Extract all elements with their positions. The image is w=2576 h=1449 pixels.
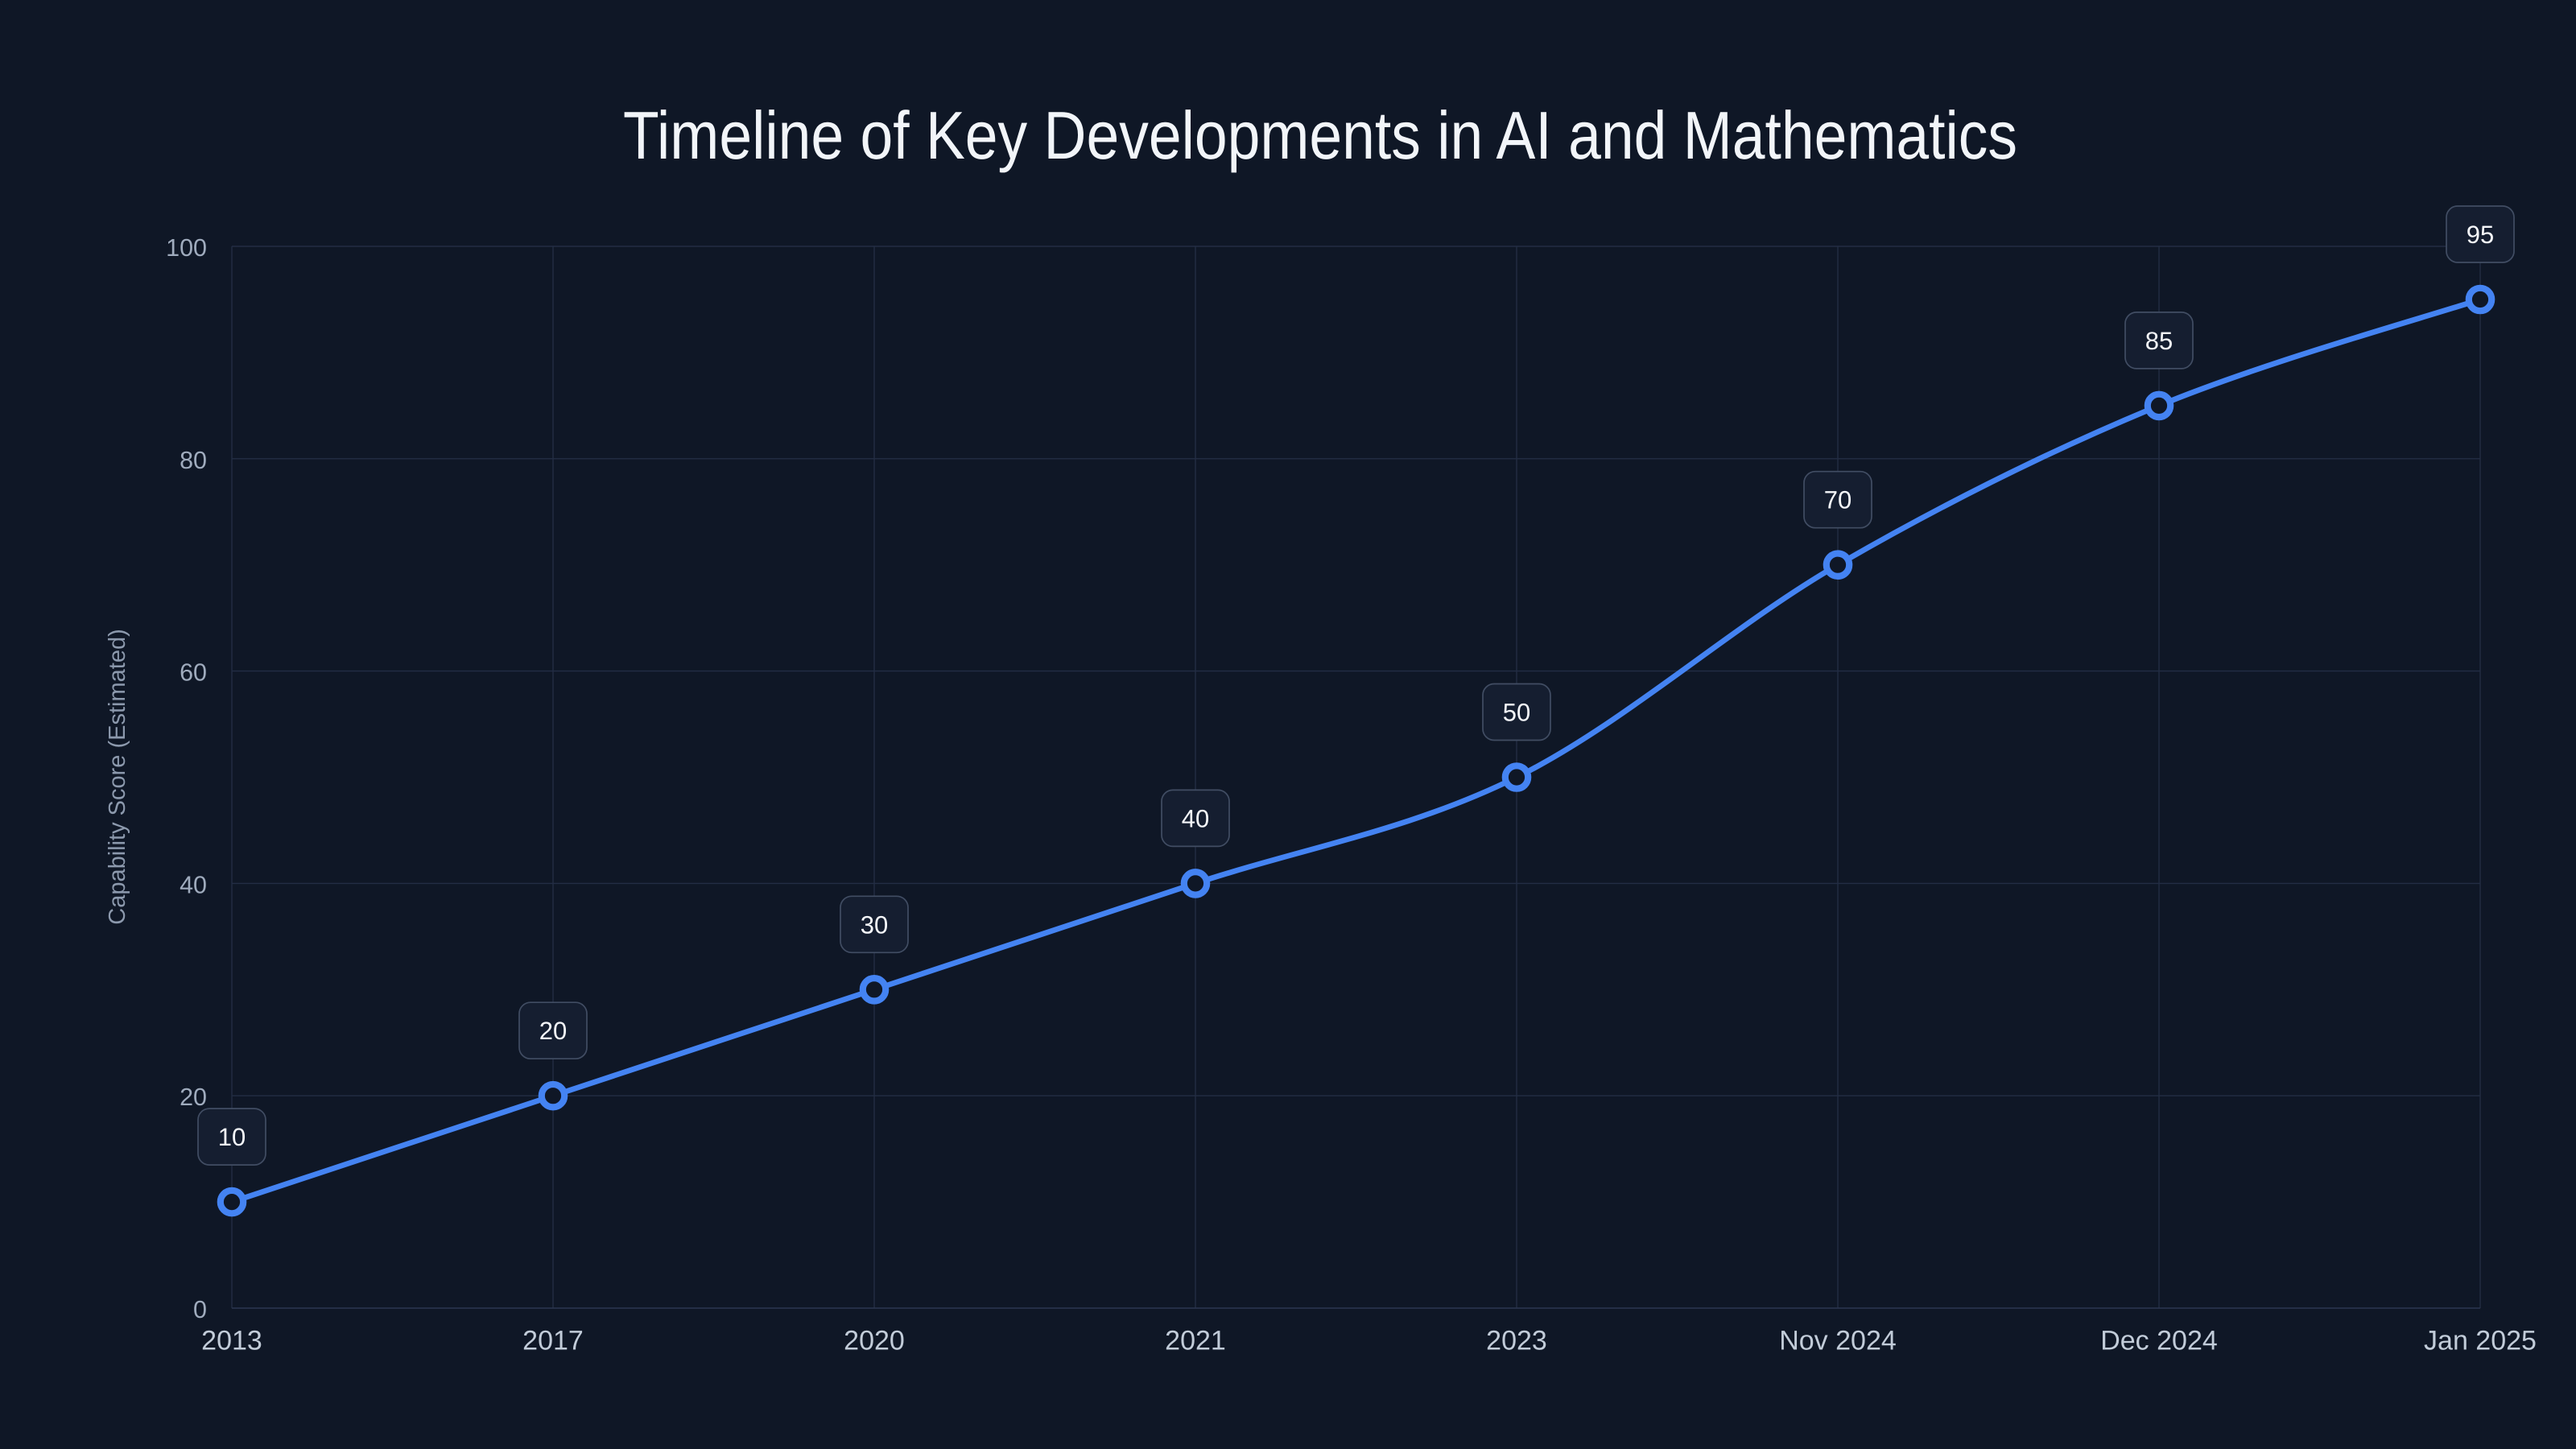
svg-text:Nov 2024: Nov 2024 bbox=[1779, 1326, 1897, 1356]
svg-text:70: 70 bbox=[1824, 486, 1852, 514]
svg-text:2020: 2020 bbox=[844, 1326, 905, 1356]
svg-text:30: 30 bbox=[861, 910, 888, 939]
svg-text:0: 0 bbox=[193, 1296, 207, 1323]
svg-text:40: 40 bbox=[180, 871, 207, 898]
svg-text:2023: 2023 bbox=[1486, 1326, 1547, 1356]
svg-text:95: 95 bbox=[2467, 221, 2494, 249]
svg-text:Dec 2024: Dec 2024 bbox=[2100, 1326, 2218, 1356]
svg-text:20: 20 bbox=[180, 1084, 207, 1111]
svg-text:2013: 2013 bbox=[201, 1326, 262, 1356]
svg-text:2021: 2021 bbox=[1165, 1326, 1226, 1356]
svg-text:20: 20 bbox=[539, 1017, 567, 1045]
svg-text:40: 40 bbox=[1182, 804, 1209, 832]
svg-text:85: 85 bbox=[2145, 327, 2173, 355]
svg-text:Jan 2025: Jan 2025 bbox=[2424, 1326, 2537, 1356]
svg-text:2017: 2017 bbox=[522, 1326, 584, 1356]
svg-text:80: 80 bbox=[180, 447, 207, 474]
svg-text:10: 10 bbox=[218, 1123, 246, 1151]
svg-text:Capability Score (Estimated): Capability Score (Estimated) bbox=[105, 629, 130, 924]
svg-text:50: 50 bbox=[1503, 699, 1530, 727]
svg-text:60: 60 bbox=[180, 659, 207, 687]
svg-text:Timeline of Key Developments i: Timeline of Key Developments in AI and M… bbox=[623, 97, 2017, 173]
svg-text:100: 100 bbox=[166, 234, 207, 262]
